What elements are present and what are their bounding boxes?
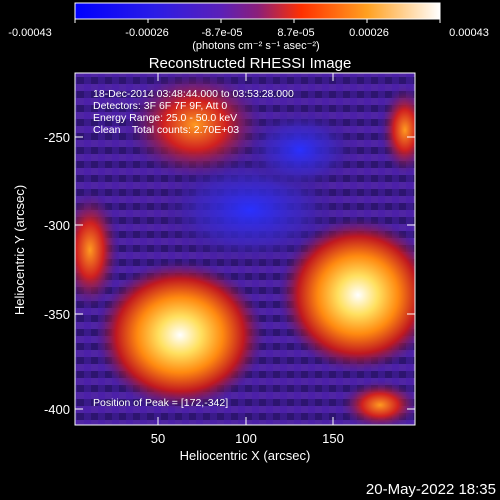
colorbar-tick-label: 0.00026	[349, 27, 389, 39]
info-overlay: 18-Dec-2014 03:48:44.000 to 03:53:28.000…	[93, 88, 294, 136]
y-axis-label: Heliocentric Y (arcsec)	[12, 185, 27, 315]
info-line-energy: Energy Range: 25.0 - 50.0 keV	[93, 112, 237, 124]
moderate-source-bottom-right	[340, 380, 415, 425]
info-line-time: 18-Dec-2014 03:48:44.000 to 03:53:28.000	[93, 88, 294, 100]
colorbar-tick-label: 0.00043	[449, 27, 489, 39]
plot-frame	[74, 72, 416, 426]
colorbar-tick-label: -0.00043	[8, 27, 51, 39]
peak-position-label: Position of Peak = [172,-342]	[93, 397, 228, 409]
bright-source-right	[278, 217, 415, 373]
y-tick-label: -300	[44, 218, 70, 233]
y-tick-label: -250	[44, 130, 70, 145]
colorbar-tick-label: -0.00026	[125, 27, 168, 39]
info-line-detectors: Detectors: 3F 6F 7F 9F, Att 0	[93, 100, 227, 112]
info-line-clean: Clean Total counts: 2.70E+03	[93, 124, 239, 136]
x-tick-label: 50	[151, 431, 165, 446]
colorbar: -0.00043 -0.00026 -8.7e-05 8.7e-05 0.000…	[8, 2, 489, 52]
heatmap-image	[75, 73, 415, 425]
moderate-source-top	[125, 73, 265, 180]
y-axis-ticks	[75, 136, 415, 410]
colorbar-ticks	[74, 19, 441, 23]
plot-title: Reconstructed RHESSI Image	[149, 55, 352, 72]
moderate-source-right-top	[380, 85, 415, 175]
y-tick-label: -350	[44, 307, 70, 322]
colorbar-units-label: (photons cm⁻² s⁻¹ asec⁻²)	[192, 40, 319, 52]
timestamp: 20-May-2022 18:35	[366, 481, 496, 498]
y-tick-label: -400	[44, 402, 70, 417]
x-tick-label: 100	[235, 431, 257, 446]
x-tick-label: 150	[322, 431, 344, 446]
colorbar-tick-label: -8.7e-05	[202, 27, 243, 39]
colorbar-tick-label: 8.7e-05	[277, 27, 314, 39]
moderate-source-left-edge	[75, 190, 120, 310]
bright-source-left	[95, 260, 265, 410]
blue-region	[245, 110, 355, 190]
x-axis-ticks	[157, 73, 334, 425]
x-axis-label: Heliocentric X (arcsec)	[180, 448, 311, 463]
colorbar-gradient	[74, 2, 441, 20]
